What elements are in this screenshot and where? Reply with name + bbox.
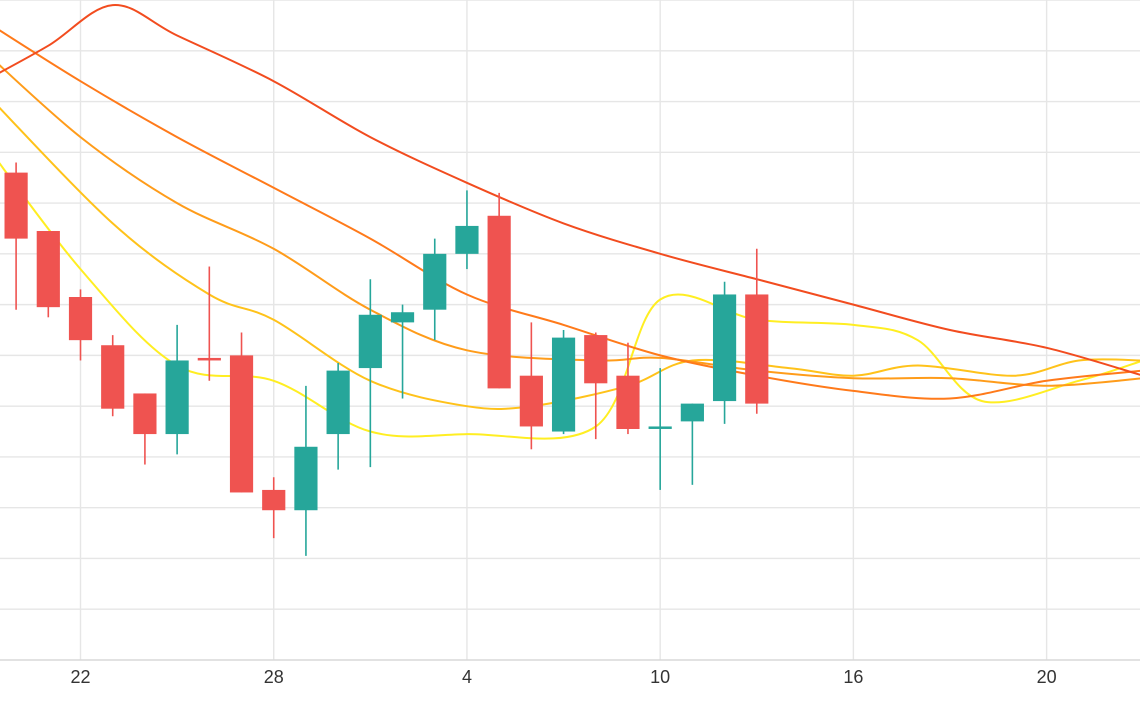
candle-up — [423, 238, 447, 341]
candle-body — [262, 489, 286, 511]
candle-body — [101, 345, 125, 409]
candle-down — [229, 332, 254, 493]
candle-down — [101, 335, 125, 417]
ma-line-5 — [0, 4, 1140, 376]
candle-down — [584, 332, 608, 440]
candle-body — [36, 231, 60, 308]
candle-up — [551, 330, 576, 435]
candles — [4, 162, 769, 556]
candle-body — [648, 426, 672, 429]
ma-line-4 — [0, 29, 1140, 400]
candle-body — [712, 294, 737, 402]
candle-body — [4, 172, 28, 239]
candle-down — [133, 393, 157, 465]
candle-up — [648, 368, 672, 490]
candle-body — [358, 314, 382, 369]
candle-body — [455, 225, 479, 254]
candle-up — [358, 279, 382, 468]
candle-up — [390, 304, 415, 399]
candle-body — [229, 355, 254, 493]
candle-down — [262, 477, 286, 539]
candle-down — [745, 248, 769, 414]
candle-body — [680, 403, 704, 422]
candle-body — [745, 294, 769, 404]
candle-down — [36, 231, 60, 318]
candle-up — [326, 363, 350, 470]
candle-body — [423, 253, 447, 310]
x-tick-label: 10 — [650, 667, 670, 687]
candle-body — [68, 297, 93, 341]
grid — [0, 0, 1140, 661]
candle-up — [712, 281, 737, 424]
x-tick-label: 16 — [843, 667, 863, 687]
x-tick-label: 20 — [1037, 667, 1057, 687]
candle-down — [4, 162, 28, 310]
candle-down — [487, 192, 511, 389]
candle-down — [197, 266, 221, 381]
candle-body — [133, 393, 157, 435]
candle-up — [294, 385, 318, 556]
candle-down — [519, 322, 543, 450]
candle-body — [487, 215, 511, 389]
candle-down — [616, 342, 640, 435]
candle-body — [165, 360, 189, 435]
candle-body — [616, 375, 640, 429]
x-tick-label: 22 — [70, 667, 90, 687]
candle-body — [326, 370, 350, 435]
candle-body — [584, 335, 608, 384]
candle-body — [390, 312, 415, 323]
candle-body — [294, 446, 318, 511]
candle-down — [68, 289, 93, 361]
x-tick-label: 4 — [462, 667, 472, 687]
candle-up — [165, 324, 189, 455]
x-axis-ticks: 22 28 4 10 16 20 — [70, 667, 1056, 687]
x-tick-label: 28 — [264, 667, 284, 687]
candle-body — [519, 375, 543, 427]
candle-up — [455, 190, 479, 270]
candle-body — [551, 337, 576, 432]
candle-body — [197, 357, 221, 361]
candle-up — [680, 403, 704, 485]
